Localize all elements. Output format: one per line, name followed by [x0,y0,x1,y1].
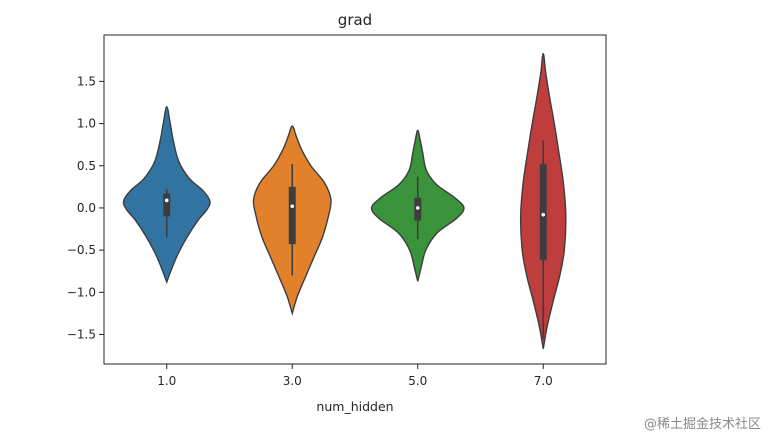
violin-iqr-box [163,193,171,217]
x-tick-label: 3.0 [283,374,302,388]
chart-title: grad [338,11,372,29]
y-tick-label: 0.5 [77,159,96,173]
y-tick-label: −0.5 [67,243,96,257]
violin-median-dot [164,198,169,203]
x-axis-label: num_hidden [316,399,393,414]
x-tick-label: 1.0 [157,374,176,388]
plot-frame [103,34,607,365]
violin-median-dot [541,212,546,217]
x-tick-label: 5.0 [408,374,427,388]
plot-area: −1.5 −1.0 −0.5 0.0 0.5 1.0 1.5 1.0 3.0 5.0 7.0 [67,34,607,388]
y-tick-label: 1.0 [77,117,96,131]
watermark-text: @稀土掘金技术社区 [643,417,761,432]
violin-iqr-box [539,164,547,261]
y-tick-label: −1.0 [67,285,96,299]
y-tick-label: −1.5 [67,327,96,341]
x-tick-label: 7.0 [534,374,553,388]
violin-iqr-box [288,186,296,245]
y-tick-label: 1.5 [77,74,96,88]
violin-median-dot [290,204,295,209]
y-tick-label: 0.0 [77,201,96,215]
violin-median-dot [415,206,420,210]
